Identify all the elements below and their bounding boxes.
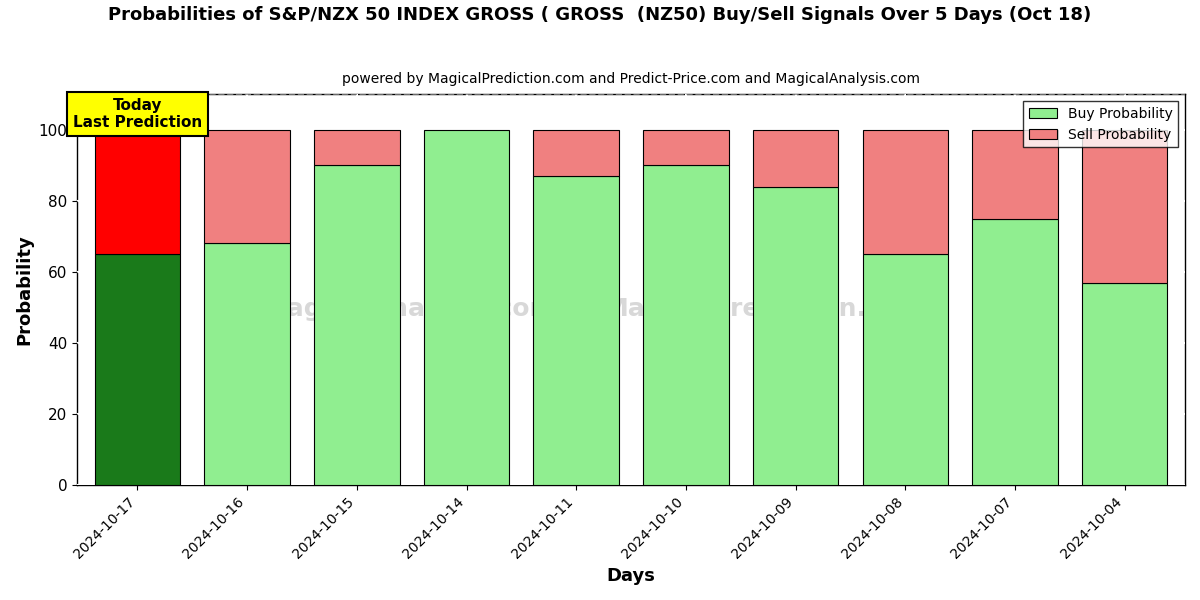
Text: Probabilities of S&P/NZX 50 INDEX GROSS ( GROSS  (NZ50) Buy/Sell Signals Over 5 : Probabilities of S&P/NZX 50 INDEX GROSS … [108, 6, 1092, 24]
Bar [972, 218, 1057, 485]
Bar [95, 130, 180, 254]
Legend: Buy Probability, Sell Probability: Buy Probability, Sell Probability [1024, 101, 1178, 147]
Bar [534, 130, 619, 176]
Bar [643, 165, 728, 485]
Text: MagicalAnalysis.com: MagicalAnalysis.com [263, 297, 557, 321]
Bar [1082, 130, 1168, 283]
Text: Today
Last Prediction: Today Last Prediction [73, 98, 202, 130]
Bar [95, 254, 180, 485]
Bar [863, 130, 948, 254]
Bar [204, 244, 290, 485]
Bar [424, 130, 509, 485]
Bar [972, 130, 1057, 218]
Text: MagicalPrediction.com: MagicalPrediction.com [604, 297, 925, 321]
Bar [314, 130, 400, 165]
Bar [752, 187, 839, 485]
Bar [314, 165, 400, 485]
Bar [643, 130, 728, 165]
Bar [863, 254, 948, 485]
X-axis label: Days: Days [607, 567, 655, 585]
Title: powered by MagicalPrediction.com and Predict-Price.com and MagicalAnalysis.com: powered by MagicalPrediction.com and Pre… [342, 72, 920, 86]
Bar [534, 176, 619, 485]
Y-axis label: Probability: Probability [14, 234, 32, 345]
Bar [752, 130, 839, 187]
Bar [204, 130, 290, 244]
Bar [1082, 283, 1168, 485]
